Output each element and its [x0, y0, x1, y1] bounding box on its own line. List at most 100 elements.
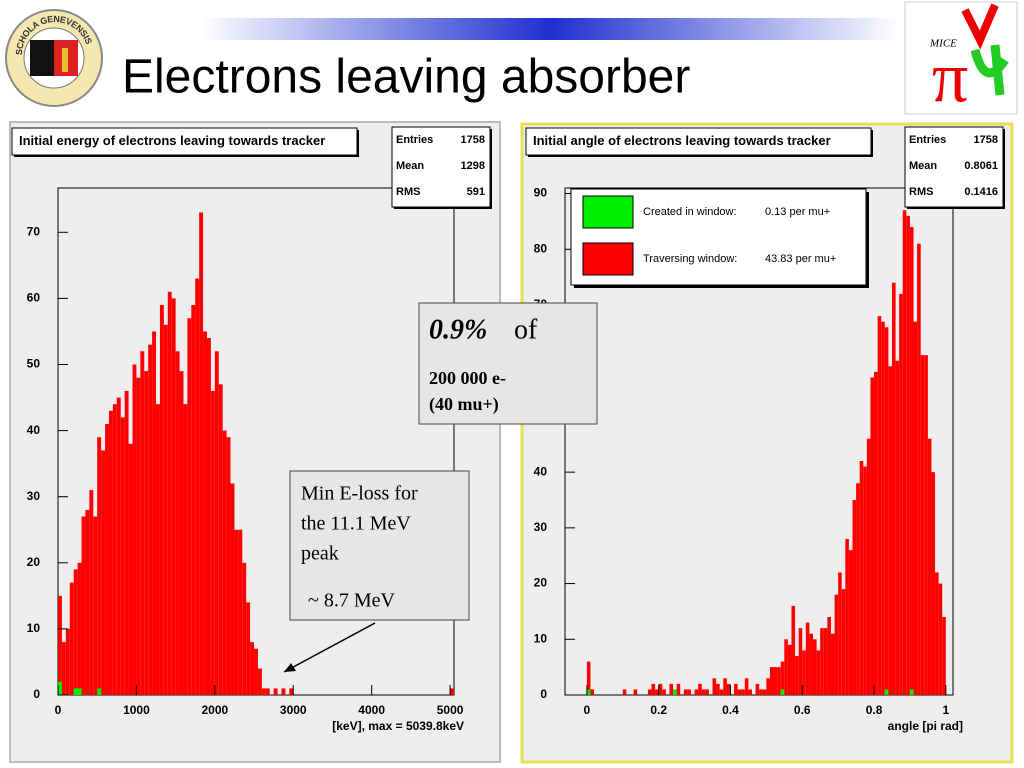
legend-label: Traversing window:: [643, 253, 737, 265]
histogram-bar: [881, 321, 885, 695]
arrow: [283, 622, 376, 673]
histogram-bar: [85, 509, 90, 695]
histogram-bar: [705, 689, 709, 695]
histogram-bar: [222, 430, 227, 695]
y-tick-label: 30: [534, 520, 548, 534]
histogram-bar: [917, 243, 921, 695]
y-tick-label: 0: [33, 687, 40, 701]
histogram-bar: [234, 529, 239, 695]
histogram-bar: [97, 437, 102, 695]
histogram-bar: [65, 628, 70, 695]
callouts: 0.9% of 200 000 e- (40 mu+) Min E-loss f…: [283, 302, 598, 673]
histogram-bar: [795, 656, 799, 695]
histogram-bar: [101, 450, 106, 695]
y-tick-label: 70: [27, 224, 41, 238]
stats-label: Mean: [909, 160, 937, 172]
histogram-bar: [73, 688, 78, 695]
histogram-bar: [281, 688, 286, 695]
chart-title: Initial energy of electrons leaving towa…: [19, 133, 325, 148]
histogram-bar: [144, 371, 149, 695]
histogram-bar: [938, 583, 943, 695]
histogram-bar: [726, 683, 731, 695]
histogram-bar: [246, 602, 251, 695]
histogram-bar: [140, 351, 145, 695]
histogram-bar: [124, 390, 129, 695]
histogram-bar: [852, 500, 857, 695]
stats-label: RMS: [909, 186, 933, 198]
x-tick-label: 3000: [280, 703, 307, 717]
eloss-line: peak: [301, 543, 339, 565]
histogram-bar: [683, 689, 688, 695]
x-tick-label: 0: [584, 703, 591, 717]
stats-value: 1298: [461, 160, 485, 172]
histogram-bar: [136, 377, 141, 695]
histogram-bar: [58, 595, 62, 695]
histogram-bar: [669, 683, 674, 695]
histogram-bar: [676, 683, 681, 695]
histogram-bar: [81, 516, 86, 695]
histogram-bar: [841, 589, 846, 695]
histogram-bar: [210, 390, 215, 695]
stats-label: Entries: [909, 134, 946, 146]
stats-box: [904, 126, 1004, 208]
histogram-bar: [250, 642, 255, 695]
histogram-bar: [265, 688, 270, 695]
histogram-bar: [924, 355, 928, 695]
histogram-bar: [242, 562, 247, 695]
x-tick-label: 0.6: [794, 703, 811, 717]
fraction-line: 200 000 e-: [429, 368, 506, 388]
y-tick-label: 90: [534, 186, 548, 200]
histogram-bar: [156, 404, 160, 695]
histogram-bar: [230, 483, 235, 695]
histogram-bar: [895, 360, 900, 695]
histogram-bar: [884, 689, 889, 695]
histogram-bar: [712, 678, 717, 695]
histogram-bar: [289, 688, 294, 695]
title-box: [11, 127, 358, 156]
x-tick-label: 0.8: [866, 703, 883, 717]
histogram-bar: [273, 688, 278, 695]
histogram-bar: [741, 689, 745, 695]
histogram-bar: [935, 572, 939, 695]
stats-box: [391, 126, 491, 208]
histogram-bar: [152, 331, 157, 695]
histogram-bar: [450, 688, 454, 695]
legend-rate: 0.13 per mu+: [765, 206, 830, 218]
histogram-bar: [719, 689, 724, 695]
histogram-bar: [748, 689, 753, 695]
histogram-bar: [148, 344, 153, 695]
y-tick-label: 80: [534, 241, 548, 255]
histogram-bar: [183, 404, 188, 695]
histogram-bar: [191, 305, 196, 695]
histogram-bar: [58, 681, 62, 695]
y-tick-label: 50: [27, 357, 41, 371]
histogram-bar: [199, 212, 204, 695]
histogram-bar: [159, 305, 164, 695]
histogram-bar: [163, 324, 168, 695]
histogram-bar: [884, 327, 889, 695]
histogram-bar: [920, 355, 925, 695]
histogram-bar: [755, 683, 760, 695]
histogram-bar: [105, 423, 109, 695]
histogram-bar: [254, 648, 258, 695]
histogram-bar: [175, 351, 180, 695]
histogram-bar: [820, 628, 824, 695]
histogram-bar: [777, 667, 781, 695]
histogram-bar: [802, 650, 806, 695]
histogram-bar: [590, 689, 595, 695]
eloss-box: [289, 470, 470, 621]
histogram-bar: [787, 644, 792, 695]
histogram-bar: [61, 642, 66, 695]
histogram-bar: [848, 550, 853, 695]
x-axis-label: [keV], max = 5039.8keV: [332, 719, 464, 733]
histogram-bar: [214, 351, 219, 695]
histogram-bar: [744, 678, 749, 695]
histogram-bar: [171, 298, 176, 695]
x-tick-label: 0: [55, 703, 62, 717]
histogram-bar: [823, 628, 828, 695]
histogram-bar: [77, 688, 82, 695]
legend-swatch: [582, 242, 634, 276]
stats-value: 0.1416: [964, 186, 998, 198]
